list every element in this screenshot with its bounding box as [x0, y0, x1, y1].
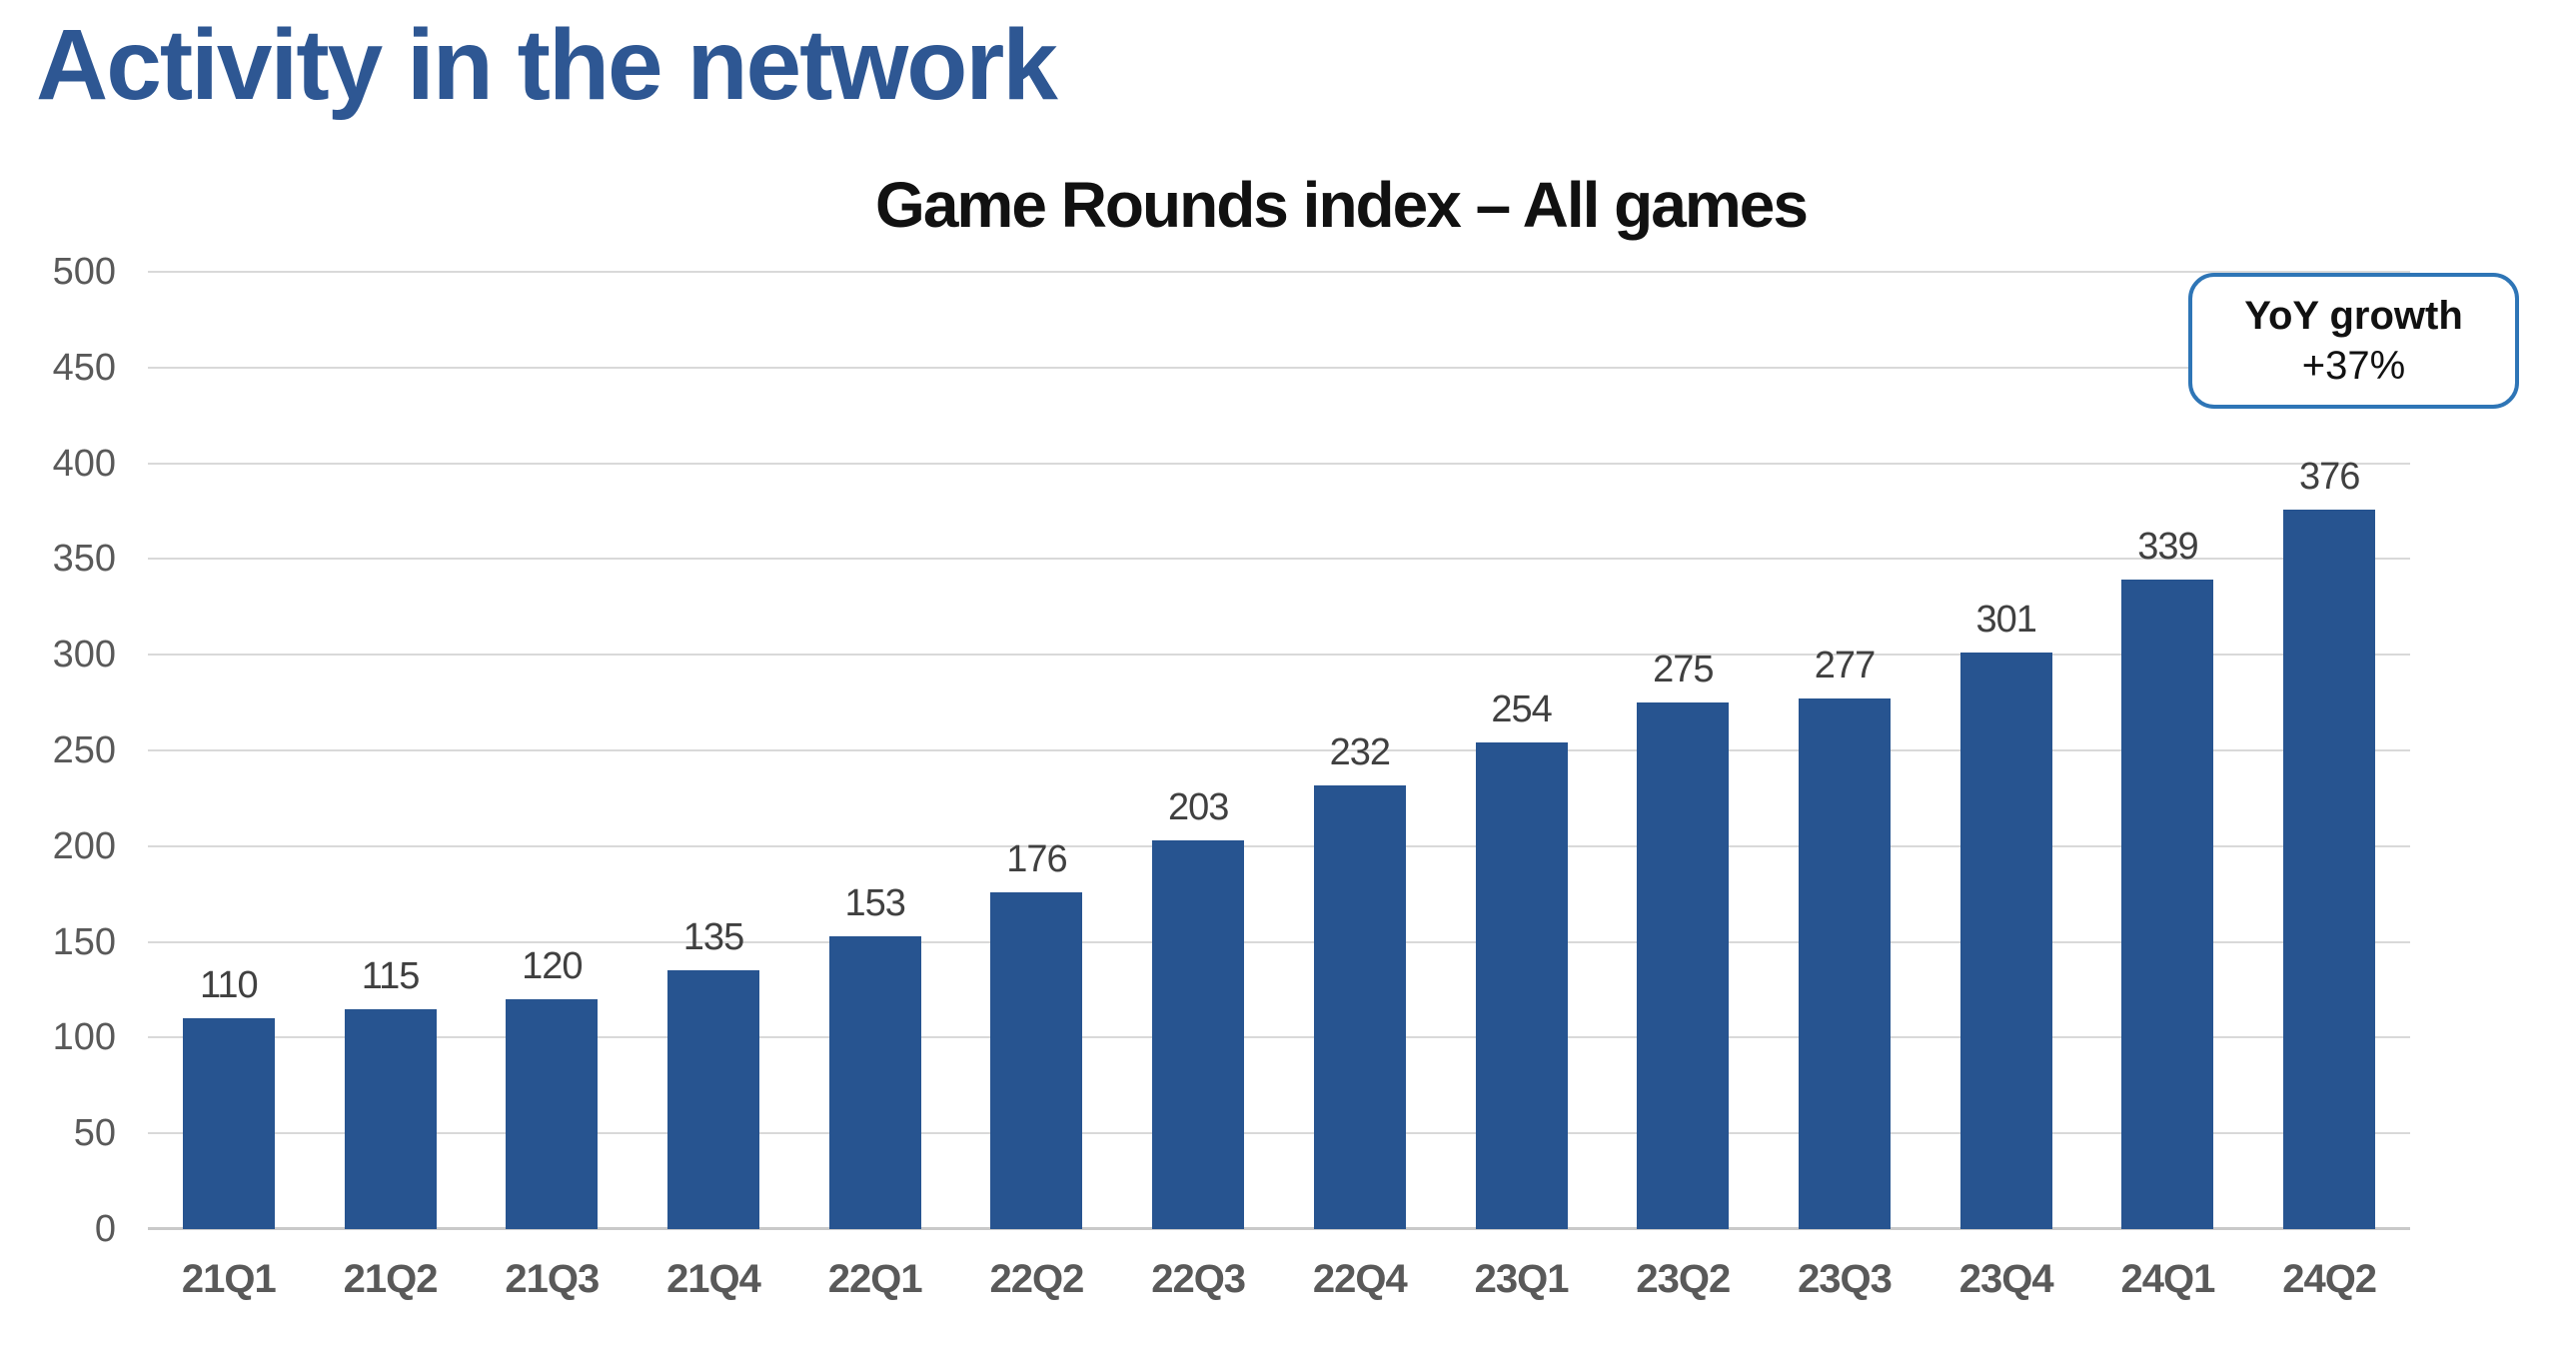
yoy-growth-label: YoY growth	[2244, 294, 2463, 338]
x-axis-category-label: 23Q3	[1798, 1257, 1893, 1301]
bar-21Q4	[667, 970, 759, 1229]
gridline	[148, 558, 2410, 561]
bar-value-label: 301	[1975, 599, 2037, 642]
gridline	[148, 271, 2410, 273]
bar-value-label: 203	[1167, 786, 1229, 829]
bar-22Q3	[1152, 840, 1245, 1229]
y-axis-tick-label: 300	[52, 634, 116, 677]
x-axis-category-label: 21Q4	[666, 1257, 761, 1301]
plot-area: 0 50 100 150 200 250 300 350 400 450 500 110 21Q1 115…	[53, 253, 2410, 1299]
bar-23Q2	[1637, 702, 1730, 1229]
bar-24Q2	[2283, 509, 2376, 1229]
gridline	[148, 1036, 2410, 1039]
bar-value-label: 339	[2137, 526, 2198, 569]
gridline	[148, 654, 2410, 657]
bar-21Q2	[344, 1008, 437, 1229]
x-axis-category-label: 21Q1	[181, 1257, 277, 1301]
y-axis-tick-label: 100	[52, 1016, 116, 1059]
y-axis-tick-label: 500	[52, 251, 116, 293]
bar-value-label: 254	[1491, 688, 1552, 731]
bar-21Q1	[182, 1018, 275, 1229]
bar-value-label: 275	[1653, 649, 1714, 691]
y-axis-tick-label: 400	[52, 442, 116, 485]
page-title: Activity in the network	[36, 9, 1058, 121]
yoy-growth-callout: YoY growth +37%	[2188, 273, 2519, 409]
bar-value-label: 376	[2298, 455, 2360, 498]
bar-23Q1	[1475, 742, 1568, 1229]
x-axis-category-label: 23Q4	[1958, 1257, 2054, 1301]
x-axis-category-label: 22Q4	[1312, 1257, 1408, 1301]
y-axis-tick-label: 250	[52, 729, 116, 771]
gridline	[148, 844, 2410, 847]
x-axis-category-label: 22Q2	[989, 1257, 1084, 1301]
bar-22Q4	[1313, 784, 1406, 1229]
y-axis-tick-label: 150	[52, 920, 116, 963]
x-axis-category-label: 24Q1	[2120, 1257, 2215, 1301]
x-axis-category-label: 23Q1	[1474, 1257, 1570, 1301]
bar-22Q1	[828, 935, 921, 1229]
bar-value-label: 232	[1329, 730, 1391, 773]
bar-value-label: 277	[1814, 645, 1876, 687]
bar-value-label: 153	[844, 881, 906, 924]
bar-value-label: 120	[522, 945, 583, 988]
bar-value-label: 135	[682, 916, 744, 959]
bar-21Q3	[506, 999, 599, 1229]
bar-value-label: 110	[200, 964, 259, 1007]
gridline	[148, 940, 2410, 943]
y-axis-tick-label: 200	[52, 824, 116, 867]
x-axis-category-label: 22Q1	[827, 1257, 923, 1301]
gridline	[148, 462, 2410, 465]
bar-24Q1	[2121, 580, 2214, 1229]
bar-value-label: 176	[1006, 837, 1067, 880]
y-axis-tick-label: 450	[52, 346, 116, 389]
bar-23Q4	[1959, 653, 2052, 1229]
gridline	[148, 749, 2410, 751]
x-axis-category-label: 21Q3	[505, 1257, 600, 1301]
bar-value-label: 115	[361, 954, 421, 997]
gridline	[148, 1132, 2410, 1135]
yoy-growth-value: +37%	[2301, 344, 2406, 388]
bar-22Q2	[990, 891, 1083, 1229]
gridline	[148, 366, 2410, 369]
x-axis-line	[148, 1227, 2410, 1230]
y-axis-tick-label: 350	[52, 538, 116, 581]
y-axis-tick-label: 0	[94, 1208, 116, 1250]
chart-title: Game Rounds index – All games	[875, 169, 1809, 241]
bar-23Q3	[1799, 698, 1891, 1229]
x-axis-category-label: 21Q2	[343, 1257, 439, 1301]
x-axis-category-label: 23Q2	[1636, 1257, 1731, 1301]
x-axis-category-label: 24Q2	[2282, 1257, 2377, 1301]
y-axis-tick-label: 50	[73, 1112, 116, 1155]
x-axis-category-label: 22Q3	[1151, 1257, 1246, 1301]
